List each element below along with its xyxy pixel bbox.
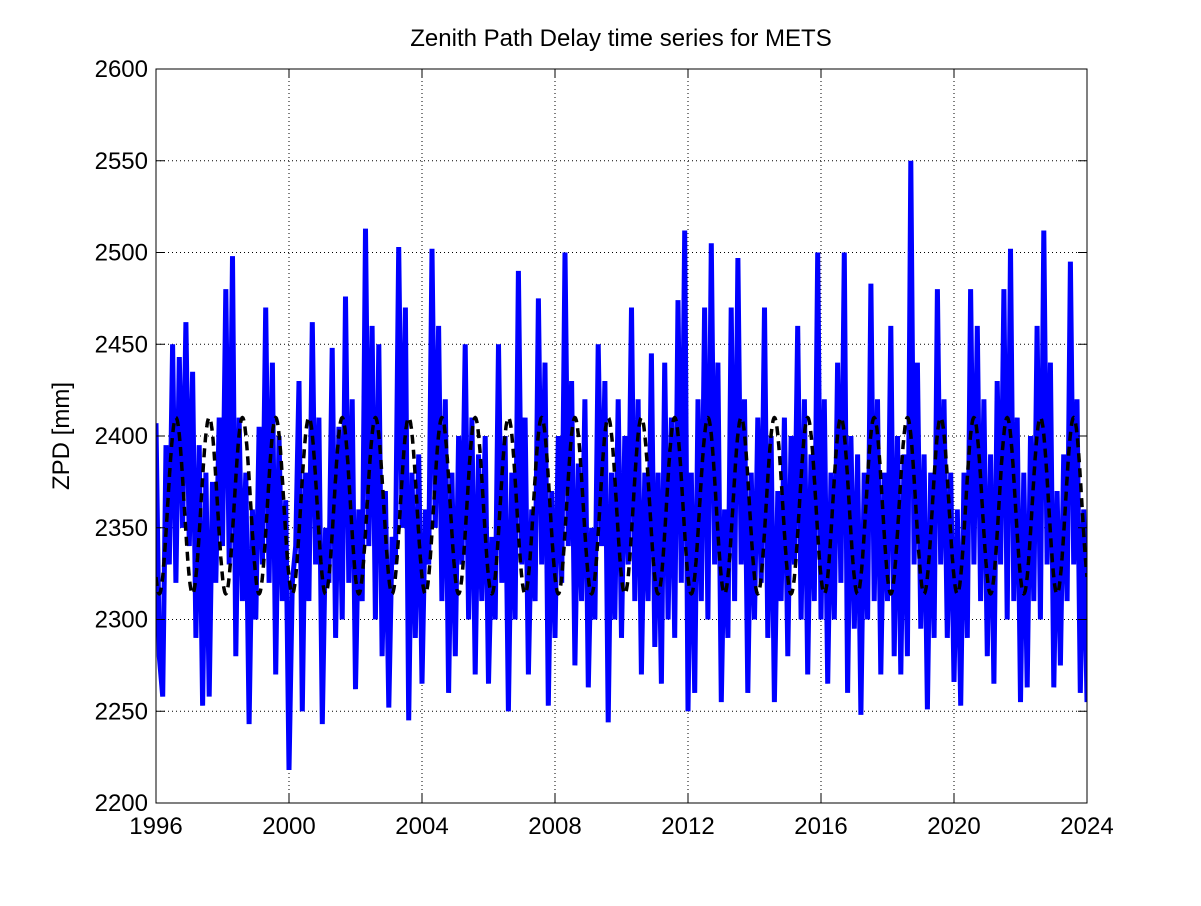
y-tick-label: 2250	[95, 698, 148, 725]
x-tick-label: 2004	[395, 813, 448, 840]
chart-title: Zenith Path Delay time series for METS	[410, 25, 831, 52]
y-tick-label: 2600	[95, 56, 148, 83]
x-tick-label: 2008	[528, 813, 581, 840]
y-tick-label: 2350	[95, 515, 148, 542]
seasonal-model-series	[156, 415, 1087, 596]
y-tick-label: 2400	[95, 423, 148, 450]
y-tick-label: 2200	[95, 790, 148, 817]
y-tick-label: 2550	[95, 148, 148, 175]
y-axis-label: ZPD [mm]	[48, 382, 75, 490]
plot-area	[156, 160, 1087, 771]
y-tick-label: 2500	[95, 240, 148, 267]
axes: 1996 2000 2004 2008 2012 2016 2020 2024 2200 2250…	[95, 56, 1114, 840]
x-tick-label: 2012	[661, 813, 714, 840]
y-tick-label: 2300	[95, 607, 148, 634]
x-tick-label: 2024	[1060, 813, 1113, 840]
x-tick-label: 2016	[794, 813, 847, 840]
x-tick-label: 2000	[262, 813, 315, 840]
x-tick-label: 2020	[927, 813, 980, 840]
y-tick-label: 2450	[95, 331, 148, 358]
x-tick-label: 1996	[129, 813, 182, 840]
